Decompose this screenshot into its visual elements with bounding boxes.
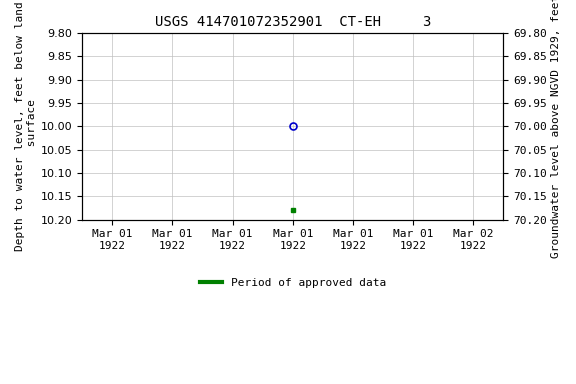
Y-axis label: Groundwater level above NGVD 1929, feet: Groundwater level above NGVD 1929, feet <box>551 0 561 258</box>
Y-axis label: Depth to water level, feet below land
 surface: Depth to water level, feet below land su… <box>15 2 37 251</box>
Title: USGS 414701072352901  CT-EH     3: USGS 414701072352901 CT-EH 3 <box>154 15 431 29</box>
Legend: Period of approved data: Period of approved data <box>195 274 391 293</box>
